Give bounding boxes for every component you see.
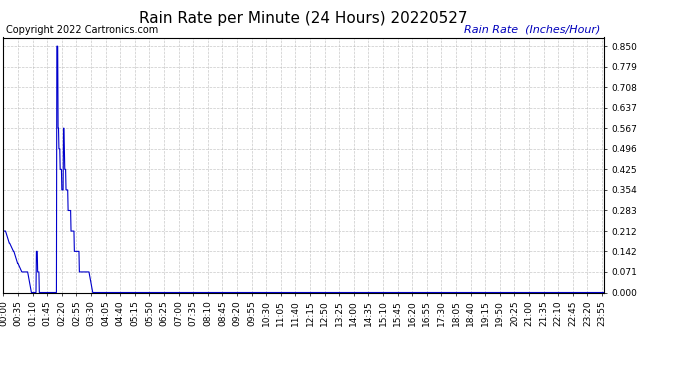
Text: Rain Rate per Minute (24 Hours) 20220527: Rain Rate per Minute (24 Hours) 20220527 [139,11,468,26]
Text: Rain Rate  (Inches/Hour): Rain Rate (Inches/Hour) [464,25,601,35]
Text: Copyright 2022 Cartronics.com: Copyright 2022 Cartronics.com [6,25,159,35]
